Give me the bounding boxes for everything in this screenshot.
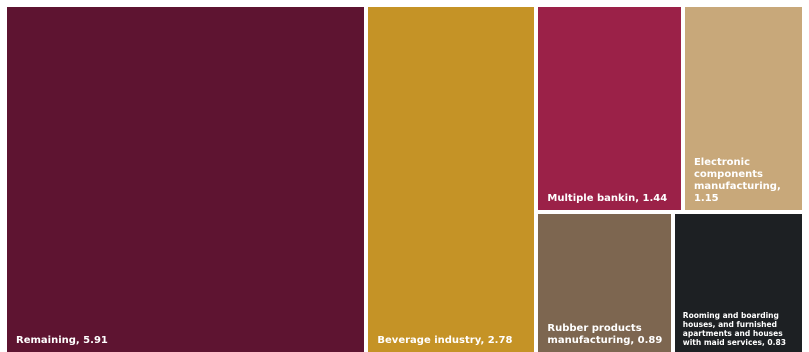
tile-label-electronic-components: Electronic components manufacturing, 1.1… bbox=[693, 157, 781, 205]
tile-rooming-boarding[interactable]: Rooming and boarding houses, and furnish… bbox=[674, 214, 802, 352]
tile-label-rooming-boarding: Rooming and boarding houses, and furnish… bbox=[682, 310, 786, 347]
tile-label-rubber-products: Rubber products manufacturing, 0.89 bbox=[547, 322, 663, 346]
tile-remaining[interactable]: Remaining, 5.91 bbox=[7, 7, 365, 352]
tile-label-remaining: Remaining, 5.91 bbox=[16, 335, 108, 346]
tile-label-beverage-industry: Beverage industry, 2.78 bbox=[377, 335, 513, 346]
tile-rubber-products[interactable]: Rubber products manufacturing, 0.89 bbox=[538, 214, 671, 352]
tile-label-multiple-bankin: Multiple bankin, 1.44 bbox=[547, 193, 668, 205]
tile-electronic-components[interactable]: Electronic components manufacturing, 1.1… bbox=[684, 7, 802, 211]
tile-multiple-bankin[interactable]: Multiple bankin, 1.44 bbox=[538, 7, 681, 211]
tile-beverage-industry[interactable]: Beverage industry, 2.78 bbox=[368, 7, 535, 352]
